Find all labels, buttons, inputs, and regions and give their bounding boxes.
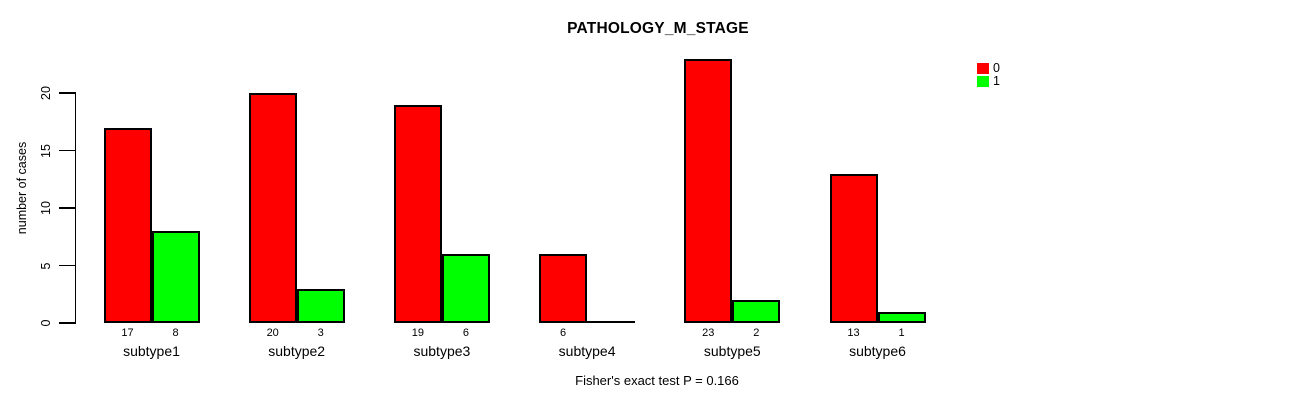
y-axis-tick-label: 5 <box>39 262 53 269</box>
category-label: subtype4 <box>558 343 616 359</box>
bar-series-0 <box>539 254 588 323</box>
bar-series-1 <box>296 288 345 323</box>
legend-entry: 0 <box>977 62 1000 75</box>
category-label: subtype6 <box>849 343 906 359</box>
y-axis-tick <box>59 92 76 94</box>
category-label: subtype1 <box>123 343 180 359</box>
category-label: subtype3 <box>413 343 471 359</box>
bar-count-label: 19 <box>411 327 425 339</box>
chart-title: PATHOLOGY_M_STAGE <box>567 20 749 37</box>
bar-count-label: 8 <box>172 327 179 339</box>
bar-series-1 <box>732 300 781 323</box>
legend-label: 1 <box>993 74 1000 88</box>
bar-count-label: 3 <box>317 327 324 339</box>
bar-series-1 <box>151 231 200 323</box>
legend-swatch-0 <box>977 62 989 75</box>
fisher-test-annotation: Fisher's exact test P = 0.166 <box>575 373 739 388</box>
y-axis-label: number of cases <box>15 141 29 235</box>
y-axis-tick-label: 15 <box>39 143 53 158</box>
bar-series-0 <box>248 93 297 323</box>
y-axis-tick <box>59 207 76 209</box>
bar-count-label: 2 <box>753 327 760 339</box>
y-axis-tick-label: 0 <box>39 319 53 327</box>
bar-series-0 <box>393 104 442 323</box>
legend-swatch-1 <box>977 75 989 88</box>
y-axis-tick-label: 10 <box>39 201 53 215</box>
y-axis-tick-label: 20 <box>39 86 53 100</box>
y-axis-tick <box>59 149 76 152</box>
bar-count-label: 20 <box>266 327 279 339</box>
bar-series-1 <box>877 311 926 323</box>
bar-count-label: 13 <box>847 327 860 339</box>
category-label: subtype2 <box>268 343 326 359</box>
bar-series-1-zero <box>587 321 636 323</box>
y-axis-tick <box>59 264 76 267</box>
bar-count-label: 23 <box>702 327 715 339</box>
bar-series-1 <box>441 254 490 323</box>
legend-label: 0 <box>993 61 1000 75</box>
bar-count-label: 1 <box>898 327 905 339</box>
bar-series-0 <box>103 127 152 323</box>
bar-count-label: 17 <box>121 327 134 339</box>
legend-entry: 1 <box>977 75 1000 88</box>
category-label: subtype5 <box>703 343 761 359</box>
bar-count-label: 6 <box>560 327 567 339</box>
bar-count-label: 6 <box>462 327 469 339</box>
bar-series-0 <box>684 58 733 323</box>
bar-series-0 <box>829 173 878 323</box>
y-axis-tick <box>59 322 76 324</box>
